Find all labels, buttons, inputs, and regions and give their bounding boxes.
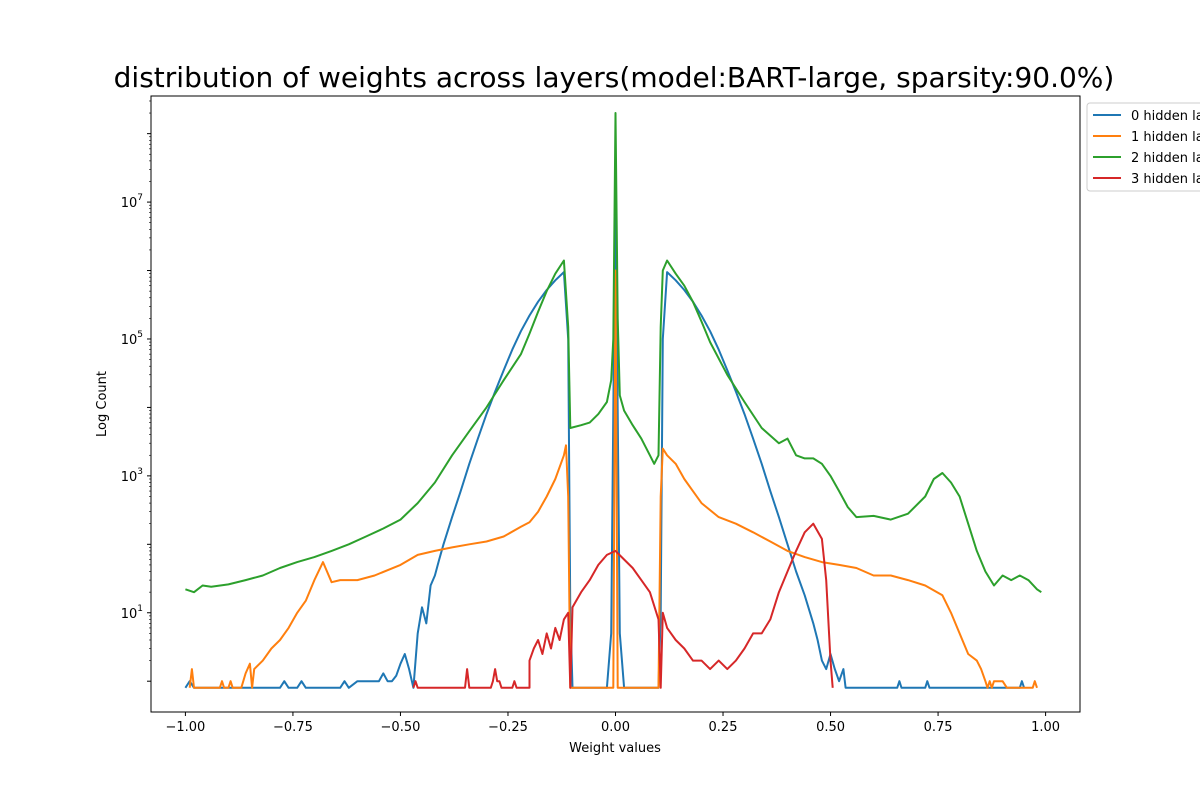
y-axis-ticks: 101 103 105 107	[121, 100, 151, 682]
y-axis-label: Log Count	[95, 371, 110, 437]
y-tick-label: 105	[121, 330, 143, 348]
legend-label: 2 hidden layer	[1131, 151, 1200, 166]
series-line-1	[188, 269, 1038, 689]
x-tick-label: 1.00	[1031, 720, 1060, 735]
series-line-3	[412, 522, 834, 689]
x-tick-label: 0.50	[816, 720, 845, 735]
series-group	[184, 112, 1042, 689]
x-tick-label: 0.25	[709, 720, 738, 735]
x-tick-label: −1.00	[165, 720, 205, 735]
x-axis-label: Weight values	[569, 741, 661, 756]
legend-label: 0 hidden layer	[1131, 109, 1200, 124]
legend-label: 1 hidden layer	[1131, 130, 1200, 145]
y-tick-label: 107	[121, 193, 143, 211]
x-axis-ticks: −1.00 −0.75 −0.50 −0.25 0.00 0.25 0.50 0.75 1.00	[165, 712, 1060, 735]
series-line-0	[184, 180, 1026, 689]
x-tick-label: −0.25	[488, 720, 528, 735]
y-tick-label: 101	[121, 604, 143, 622]
legend: 0 hidden layer 1 hidden layer 2 hidden lay…	[1086, 102, 1200, 192]
series-line-2	[185, 112, 1042, 594]
y-tick-label: 103	[121, 467, 143, 485]
x-tick-label: −0.50	[381, 720, 421, 735]
legend-label: 3 hidden layer	[1131, 172, 1200, 187]
legend-box	[1086, 102, 1200, 192]
chart-title: distribution of weights across layers(mo…	[114, 61, 1115, 94]
x-tick-label: 0.75	[924, 720, 953, 735]
x-tick-label: 0.00	[601, 720, 630, 735]
x-tick-label: −0.75	[273, 720, 313, 735]
